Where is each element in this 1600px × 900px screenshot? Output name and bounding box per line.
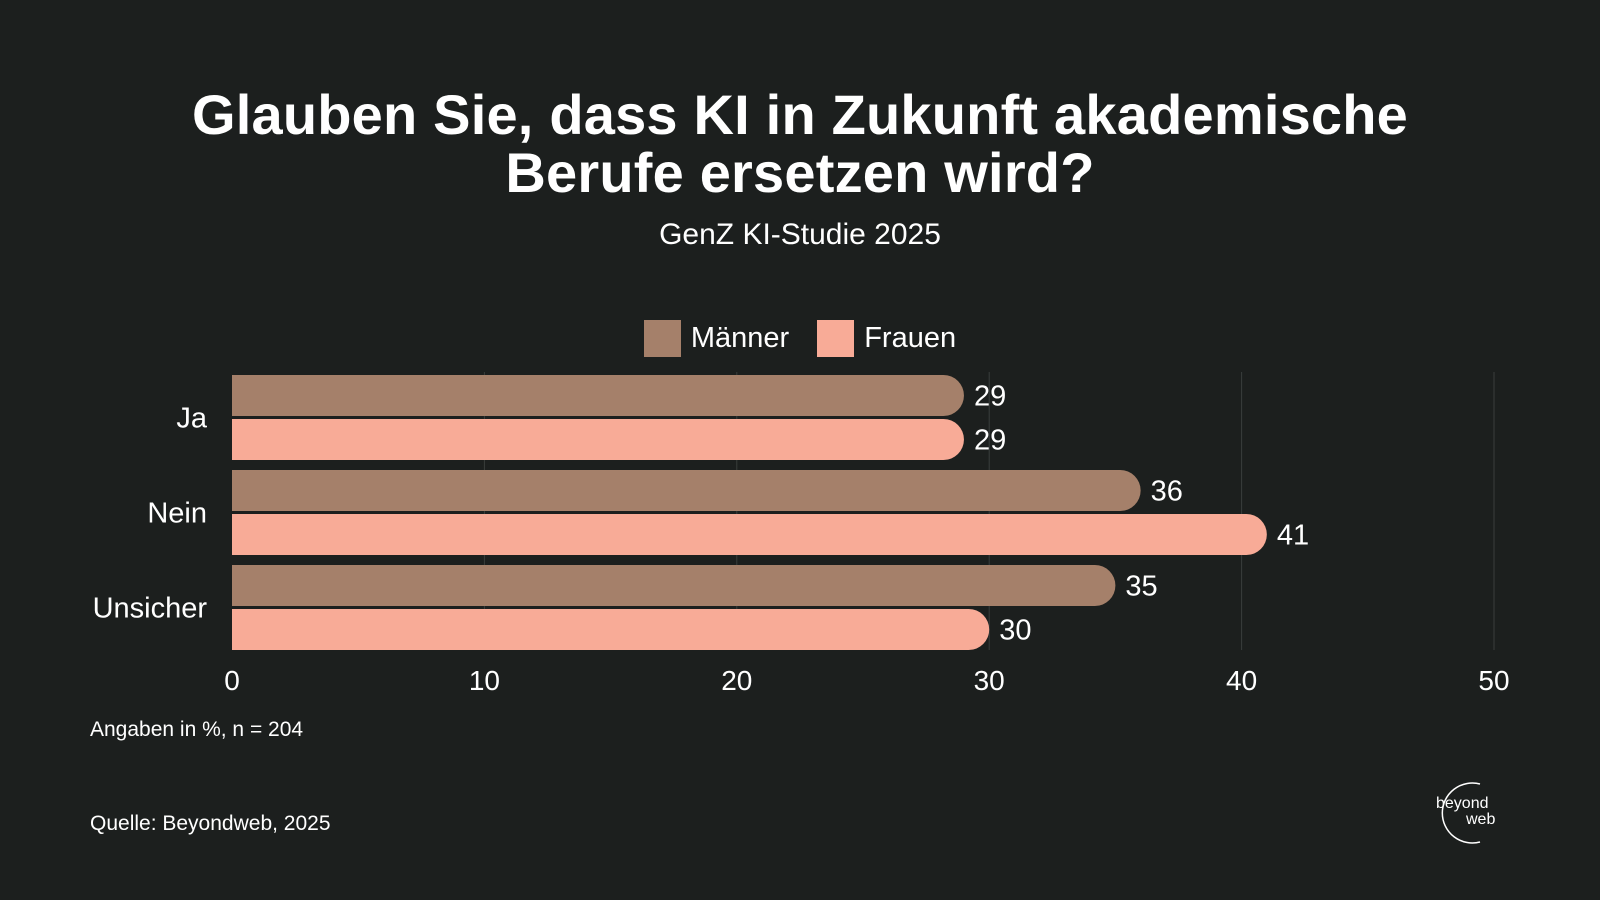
legend: Männer Frauen (0, 320, 1600, 357)
x-tick-label: 20 (721, 665, 752, 696)
data-label: 36 (1151, 476, 1183, 508)
legend-swatch-frauen (817, 320, 855, 357)
bar (232, 565, 1116, 606)
source-note: Quelle: Beyondweb, 2025 (90, 812, 331, 835)
chart-title: Glauben Sie, dass KI in Zukunft akademis… (0, 86, 1600, 202)
bar (232, 514, 1267, 555)
logo-text-web: web (1465, 811, 1495, 828)
legend-swatch-maenner (643, 320, 681, 357)
data-label: 29 (974, 381, 1006, 413)
data-label: 41 (1277, 520, 1309, 552)
data-label: 29 (974, 425, 1006, 457)
category-label: Ja (176, 403, 208, 435)
category-label: Nein (147, 498, 207, 530)
x-tick-label: 40 (1226, 665, 1257, 696)
chart-title-line1: Glauben Sie, dass KI in Zukunft akademis… (191, 83, 1409, 146)
bar (232, 609, 990, 650)
footnote: Angaben in %, n = 204 (90, 718, 304, 741)
logo-text-beyond: beyond (1436, 795, 1489, 812)
x-tick-label: 0 (224, 665, 240, 696)
bar (232, 375, 964, 416)
legend-label-frauen: Frauen (864, 322, 957, 354)
data-label: 35 (1125, 571, 1157, 603)
x-tick-label: 10 (469, 665, 500, 696)
chart-subtitle: GenZ KI-Studie 2025 (659, 218, 941, 251)
bar (232, 419, 964, 460)
x-tick-label: 50 (1478, 665, 1509, 696)
chart-title-line2: Berufe ersetzen wird? (505, 141, 1095, 204)
legend-item-maenner: Männer (643, 320, 790, 357)
category-label: Unsicher (93, 593, 208, 625)
beyondweb-logo: beyond web (1436, 782, 1495, 844)
data-label: 30 (999, 615, 1031, 647)
legend-label-maenner: Männer (690, 322, 790, 354)
x-tick-label: 30 (974, 665, 1005, 696)
legend-item-frauen: Frauen (817, 320, 956, 357)
bar (232, 470, 1141, 511)
